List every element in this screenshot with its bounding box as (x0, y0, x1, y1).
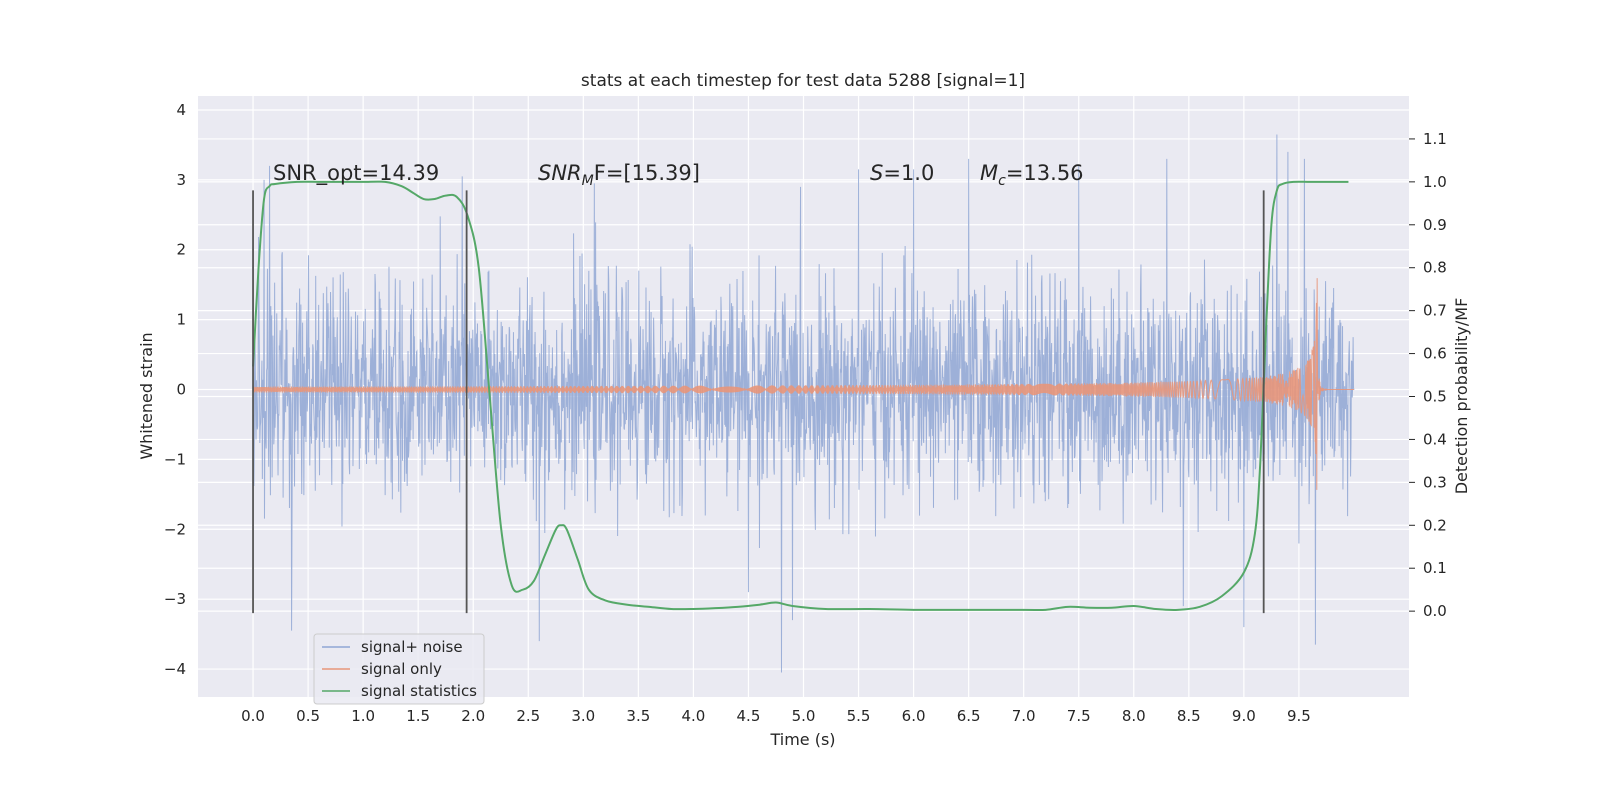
y-right-tick-label: 0.6 (1423, 345, 1447, 363)
x-tick-label: 5.0 (792, 707, 816, 725)
y-right-tick-label: 1.1 (1423, 130, 1447, 148)
x-tick-label: 4.5 (737, 707, 761, 725)
snr-opt-annotation: SNR_opt=14.39 (273, 161, 439, 186)
snr-mf-main: SNR (538, 161, 582, 185)
snr-mf-annotation: SNRMF=[15.39] (538, 161, 700, 189)
y-tick-label: −1 (164, 450, 186, 468)
y-tick-label: 1 (176, 311, 186, 329)
mc-subscript: c (998, 173, 1006, 189)
legend-label-signal-only: signal only (361, 660, 442, 678)
x-tick-label: 4.0 (681, 707, 705, 725)
y-right-tick-label: 0.0 (1423, 602, 1447, 620)
x-tick-label: 5.5 (847, 707, 871, 725)
s-annotation: S=1.0 (870, 161, 934, 185)
y-tick-label: 0 (176, 381, 186, 399)
x-tick-labels: 0.0 0.5 1.0 1.5 2.0 2.5 3.0 3.5 4.0 4.5 5.0 5.5 6.0 6… (241, 707, 1311, 725)
mc-main: M (980, 161, 998, 185)
x-axis-label: Time (s) (769, 730, 835, 749)
legend: signal+ noise signal only signal statist… (313, 633, 485, 705)
y-right-tick-label: 0.5 (1423, 388, 1447, 406)
y-right-tick-label: 0.3 (1423, 473, 1447, 491)
x-tick-label: 0.5 (296, 707, 320, 725)
x-tick-label: 1.5 (406, 707, 430, 725)
y-right-tick-label: 0.2 (1423, 516, 1447, 534)
y-tick-label: 4 (176, 101, 186, 119)
legend-label-signal-statistics: signal statistics (361, 682, 477, 700)
x-tick-label: 9.0 (1232, 707, 1256, 725)
x-tick-label: 7.0 (1012, 707, 1036, 725)
x-tick-label: 6.0 (902, 707, 926, 725)
x-tick-label: 6.5 (957, 707, 981, 725)
s-main: S (870, 161, 883, 185)
y-tick-label: −4 (164, 660, 186, 678)
x-tick-label: 3.0 (571, 707, 595, 725)
snr-mf-subscript: M (582, 173, 594, 189)
traces (252, 134, 1355, 673)
mc-annotation: Mc=13.56 (980, 161, 1084, 189)
y-right-axis-label: Detection probability/MF (1452, 298, 1471, 495)
x-tick-label: 0.0 (241, 707, 265, 725)
series-signal-only (252, 278, 1354, 490)
x-tick-label: 2.5 (516, 707, 540, 725)
y-tick-label: −2 (164, 520, 186, 538)
y-tick-label: −3 (164, 590, 186, 608)
x-tick-label: 8.0 (1122, 707, 1146, 725)
y-right-tick-label: 0.8 (1423, 259, 1447, 277)
x-tick-label: 3.5 (626, 707, 650, 725)
y-right-tick-label: 1.0 (1423, 173, 1447, 191)
vertical-markers (252, 190, 1265, 614)
x-tick-label: 2.0 (461, 707, 485, 725)
y-right-tick-label: 0.1 (1423, 559, 1447, 577)
y-tick-labels: 4 3 2 1 0 −1 −2 −3 −4 (164, 101, 186, 678)
x-tick-label: 7.5 (1067, 707, 1091, 725)
y-axis-label: Whitened strain (137, 332, 156, 459)
y-right-tick-label: 0.4 (1423, 430, 1447, 448)
legend-box (313, 633, 485, 705)
y-right-tick-label: 0.9 (1423, 216, 1447, 234)
y-right-tick-labels: 1.1 1.0 0.9 0.8 0.7 0.6 0.5 0.4 0.3 0.2 0.1 0.0 (1409, 130, 1447, 620)
legend-label-signal-noise: signal+ noise (361, 638, 463, 656)
x-tick-label: 1.0 (351, 707, 375, 725)
series-signal-statistics (252, 180, 1349, 612)
chart-title: stats at each timestep for test data 528… (581, 71, 1025, 91)
s-value: =1.0 (883, 161, 934, 185)
y-tick-label: 2 (176, 241, 186, 259)
x-tick-label: 8.5 (1177, 707, 1201, 725)
y-right-tick-label: 0.7 (1423, 302, 1447, 320)
mc-value: =13.56 (1006, 161, 1084, 185)
y-tick-label: 3 (176, 171, 186, 189)
x-tick-label: 9.5 (1287, 707, 1311, 725)
snr-mf-value: F=[15.39] (594, 161, 700, 185)
